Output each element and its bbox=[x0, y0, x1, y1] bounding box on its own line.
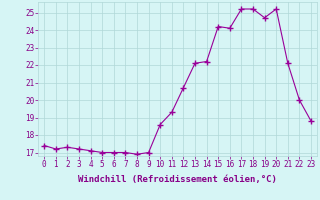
X-axis label: Windchill (Refroidissement éolien,°C): Windchill (Refroidissement éolien,°C) bbox=[78, 175, 277, 184]
